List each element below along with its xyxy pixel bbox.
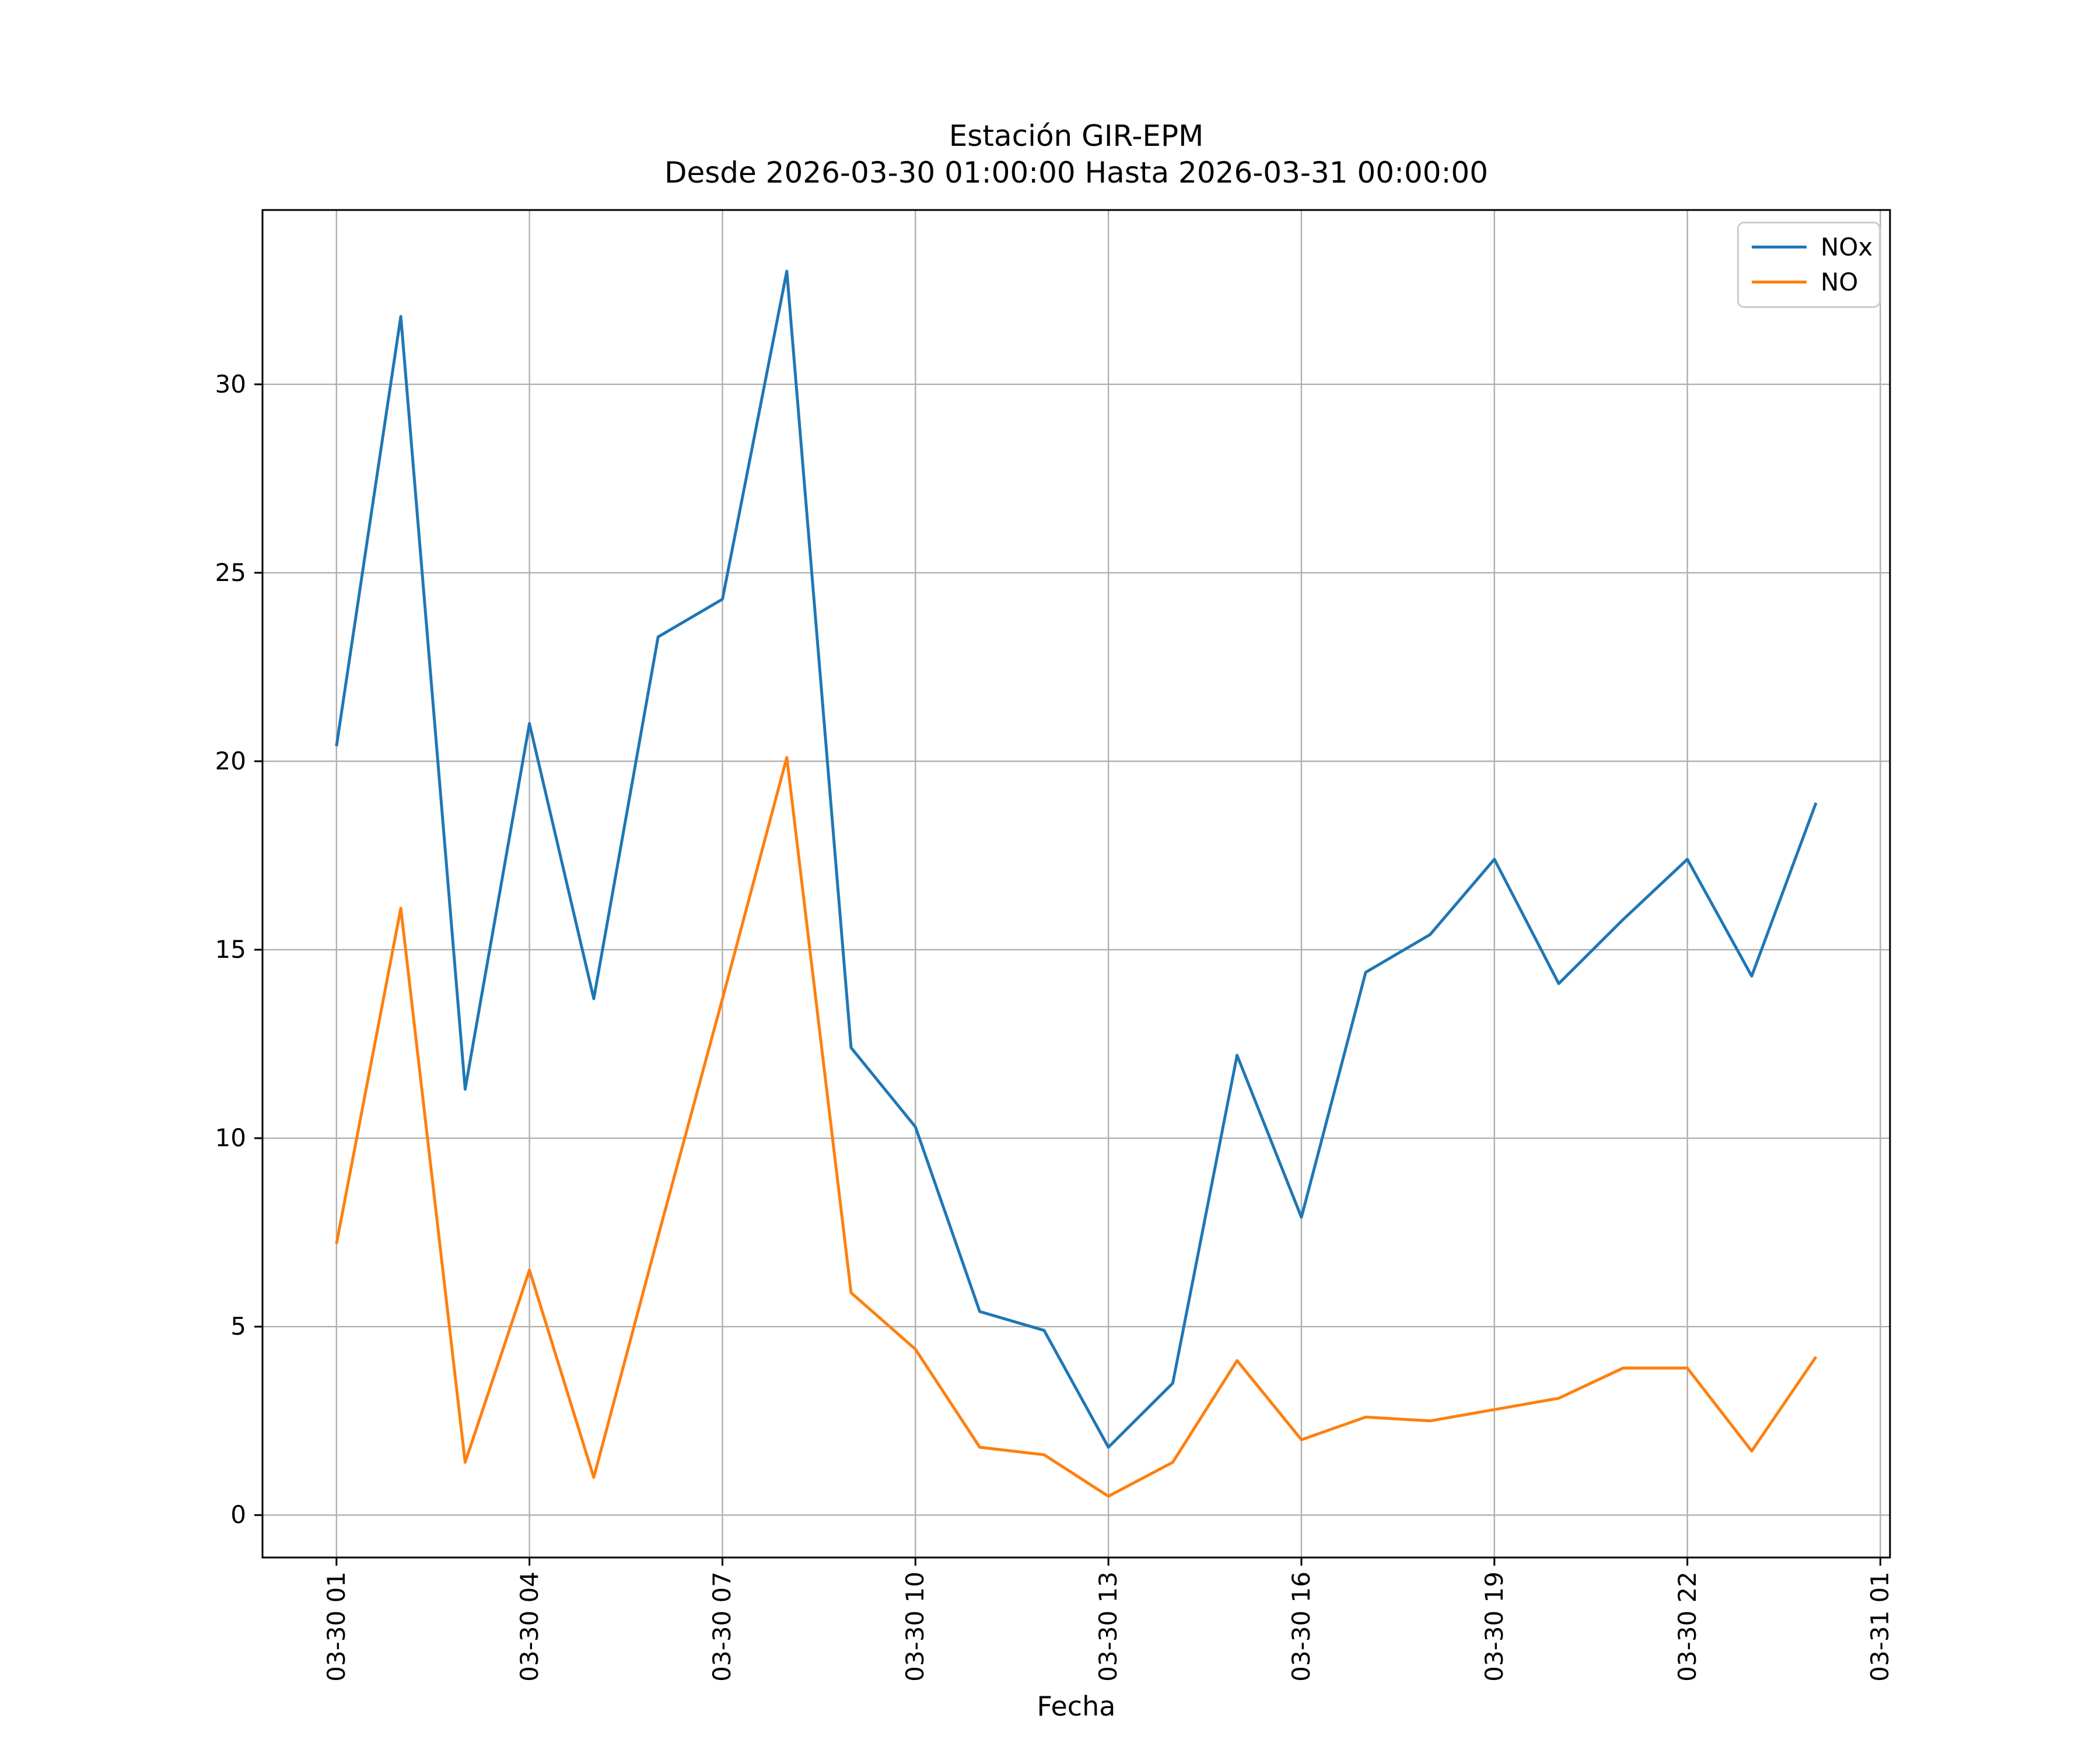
y-tick-label: 30	[215, 369, 246, 398]
x-tick-label: 03-30 07	[708, 1572, 737, 1682]
y-tick-label: 20	[215, 747, 246, 775]
y-tick-label: 0	[230, 1500, 246, 1530]
x-tick-label: 03-30 13	[1094, 1572, 1123, 1682]
chart-title-block: Estación GIR-EPM Desde 2026-03-30 01:00:…	[262, 118, 1890, 191]
x-tick-label: 03-30 19	[1479, 1572, 1508, 1682]
x-tick-label: 03-30 04	[514, 1572, 544, 1682]
legend-line-no-icon	[1752, 280, 1807, 284]
chart-title: Estación GIR-EPM	[949, 119, 1204, 153]
series-line-nox	[335, 270, 1818, 1449]
y-tick-label: 15	[215, 935, 246, 964]
y-tick-label: 5	[230, 1312, 246, 1341]
legend-label-nox: NOx	[1821, 232, 1873, 261]
y-tick-label: 10	[215, 1124, 246, 1153]
x-tick-label: 03-30 22	[1672, 1572, 1702, 1682]
legend-line-nox-icon	[1752, 245, 1807, 249]
legend-label-no: NO	[1821, 267, 1859, 296]
legend-entry-nox: NOx	[1739, 229, 1879, 264]
legend: NOx NO	[1737, 222, 1881, 308]
axes-spines	[261, 209, 1891, 1559]
x-tick-label: 03-31 01	[1866, 1572, 1895, 1682]
x-tick-label: 03-30 01	[321, 1572, 351, 1682]
x-tick-label: 03-30 10	[901, 1572, 930, 1682]
x-tick-label: 03-30 16	[1286, 1572, 1315, 1682]
legend-entry-no: NO	[1739, 264, 1879, 299]
series-line-no	[335, 756, 1818, 1498]
chart-subtitle: Desde 2026-03-30 01:00:00 Hasta 2026-03-…	[664, 156, 1489, 190]
y-tick-label: 25	[215, 558, 246, 587]
x-axis-label: Fecha	[1037, 1690, 1116, 1722]
